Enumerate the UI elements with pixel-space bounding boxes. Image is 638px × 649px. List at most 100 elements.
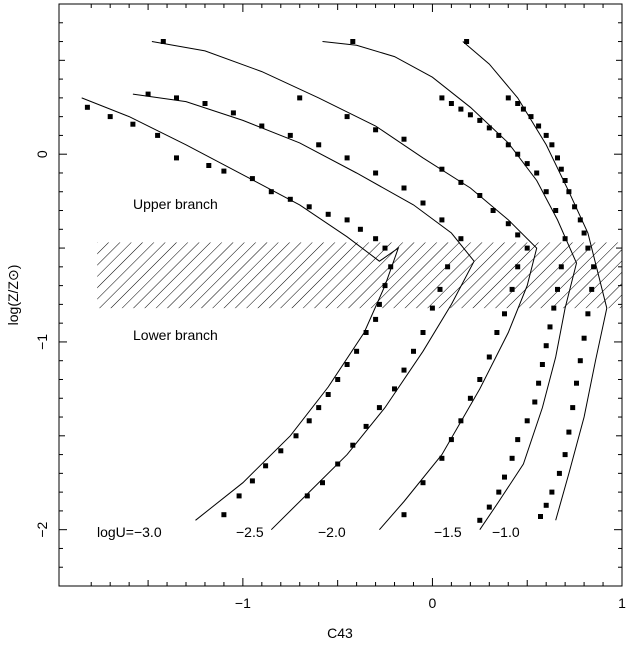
data-point <box>505 221 511 227</box>
data-point <box>388 264 394 270</box>
data-point <box>373 316 379 322</box>
data-point <box>543 343 549 349</box>
data-point <box>206 163 212 168</box>
data-point <box>532 399 538 405</box>
data-point <box>543 132 549 138</box>
data-point <box>577 358 583 364</box>
data-point <box>316 405 322 411</box>
data-point <box>107 114 113 120</box>
data-point <box>448 101 454 106</box>
data-point <box>335 461 341 467</box>
data-point <box>344 217 350 223</box>
data-point <box>236 493 242 499</box>
y-tick-label: −1 <box>34 334 50 350</box>
data-point <box>376 301 382 307</box>
data-point <box>420 480 426 486</box>
data-point <box>429 305 435 311</box>
data-point <box>515 151 521 157</box>
data-point <box>585 311 591 317</box>
data-point <box>344 114 350 120</box>
data-point <box>496 132 502 138</box>
data-point <box>268 189 274 195</box>
data-point <box>467 395 473 401</box>
data-point <box>350 442 356 448</box>
data-point <box>420 200 426 206</box>
data-point <box>306 204 312 210</box>
data-point <box>570 405 576 411</box>
data-point <box>420 330 426 335</box>
data-point <box>566 429 572 435</box>
plot-frame <box>58 3 623 587</box>
data-point <box>448 437 454 443</box>
data-point <box>439 95 445 101</box>
data-point <box>496 489 502 495</box>
data-point <box>174 95 179 101</box>
data-point <box>130 121 136 127</box>
data-point <box>325 392 331 397</box>
data-point <box>287 196 293 202</box>
data-point <box>84 104 90 110</box>
data-point <box>543 502 549 508</box>
logu-label-1: logU=−3.0 <box>97 524 162 540</box>
data-point <box>551 305 557 311</box>
model-curve-4 <box>322 41 578 530</box>
data-point <box>316 142 322 148</box>
data-point <box>591 264 597 270</box>
logu-label-5: −1.0 <box>492 524 520 540</box>
data-point <box>562 452 568 458</box>
data-point <box>585 245 591 251</box>
model-curve-3 <box>151 41 538 531</box>
data-point <box>534 170 540 176</box>
data-point <box>490 208 496 213</box>
data-point <box>297 95 303 101</box>
data-point <box>520 106 526 112</box>
data-point <box>357 226 363 232</box>
data-point <box>524 245 530 251</box>
data-point <box>464 39 470 44</box>
data-point <box>486 354 492 360</box>
data-point <box>320 480 325 486</box>
data-point <box>477 517 483 523</box>
logu-label-2: −2.5 <box>236 524 264 540</box>
y-tick-label: −2 <box>34 522 50 538</box>
data-point <box>373 127 379 133</box>
data-point <box>458 179 464 185</box>
data-point <box>486 125 492 131</box>
data-point <box>354 348 360 354</box>
data-point <box>230 110 236 116</box>
data-point <box>373 170 379 176</box>
data-point <box>221 168 227 174</box>
data-point <box>509 286 515 292</box>
data-point <box>589 286 595 292</box>
data-point <box>502 474 507 480</box>
data-point <box>547 324 553 330</box>
data-point <box>344 155 350 161</box>
data-point <box>524 418 530 424</box>
data-point <box>581 230 587 236</box>
data-point <box>373 236 379 242</box>
data-point <box>524 161 530 167</box>
data-point <box>401 185 407 191</box>
data-point <box>494 330 500 335</box>
data-point <box>528 114 534 120</box>
hatched-band <box>97 242 622 309</box>
data-point <box>572 204 578 210</box>
data-point <box>562 236 568 242</box>
data-point <box>458 236 464 242</box>
data-point <box>304 493 310 499</box>
upper-branch-label: Upper branch <box>133 196 218 212</box>
data-point <box>155 132 161 138</box>
data-point <box>445 264 451 270</box>
data-point <box>556 470 562 476</box>
data-point <box>350 39 356 44</box>
data-point <box>477 117 483 123</box>
model-curve-1 <box>81 97 400 521</box>
data-point <box>577 217 583 223</box>
data-point <box>392 386 397 392</box>
data-point <box>477 193 483 198</box>
logu-label-4: −1.5 <box>434 524 462 540</box>
data-point <box>376 405 382 411</box>
data-point <box>515 437 521 443</box>
data-point <box>401 512 407 518</box>
data-point <box>202 101 208 106</box>
